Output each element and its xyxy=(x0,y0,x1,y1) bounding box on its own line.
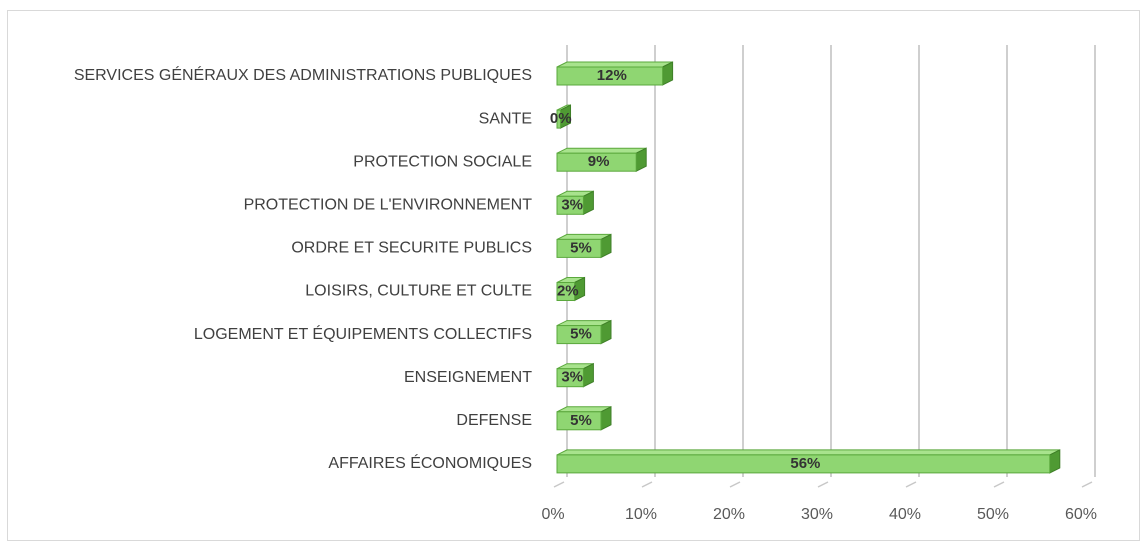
value-label: 56% xyxy=(790,455,820,472)
x-tick-label: 10% xyxy=(625,506,657,523)
bar xyxy=(556,66,664,86)
bar xyxy=(556,411,602,431)
bar xyxy=(556,238,602,258)
floor-tick xyxy=(729,481,741,488)
y-tick-label: ENSEIGNEMENT xyxy=(404,369,532,386)
floor-tick xyxy=(817,481,829,488)
y-tick-label: SANTE xyxy=(479,110,532,127)
value-label: 9% xyxy=(588,153,610,170)
bar xyxy=(556,454,1051,474)
x-tick-label: 40% xyxy=(889,506,921,523)
floor-tick xyxy=(905,481,917,488)
bar xyxy=(556,368,584,388)
y-tick-label: PROTECTION DE L'ENVIRONNEMENT xyxy=(244,197,533,214)
x-tick-label: 60% xyxy=(1065,506,1097,523)
value-label: 3% xyxy=(561,196,583,213)
floor-tick xyxy=(641,481,653,488)
value-label: 3% xyxy=(561,369,583,386)
floor-tick xyxy=(1081,481,1093,488)
x-tick-label: 20% xyxy=(713,506,745,523)
y-tick-label: DEFENSE xyxy=(456,412,532,429)
x-tick-label: 30% xyxy=(801,506,833,523)
y-tick-label: PROTECTION SOCIALE xyxy=(353,153,532,170)
x-tick-label: 0% xyxy=(541,506,564,523)
value-label: 5% xyxy=(570,239,592,256)
y-tick-label: ORDRE ET SECURITE PUBLICS xyxy=(291,240,532,257)
value-label: 2% xyxy=(557,282,579,299)
bar xyxy=(556,282,576,301)
value-label: 5% xyxy=(570,412,592,429)
y-tick-label: LOISIRS, CULTURE ET CULTE xyxy=(305,283,532,300)
y-tick-label: LOGEMENT ET ÉQUIPEMENTS COLLECTIFS xyxy=(194,324,532,343)
y-tick-label: SERVICES GÉNÉRAUX DES ADMINISTRATIONS PU… xyxy=(74,65,532,84)
y-tick-label: AFFAIRES ÉCONOMIQUES xyxy=(328,453,532,472)
floor-tick xyxy=(993,481,1005,488)
bar xyxy=(556,325,602,345)
x-tick-label: 50% xyxy=(977,506,1009,523)
bar xyxy=(556,109,562,129)
value-label: 5% xyxy=(570,326,592,343)
bar xyxy=(556,195,584,215)
bar xyxy=(556,152,637,172)
value-label: 12% xyxy=(597,67,627,84)
value-label: 0% xyxy=(550,110,572,127)
floor-tick xyxy=(553,481,565,488)
